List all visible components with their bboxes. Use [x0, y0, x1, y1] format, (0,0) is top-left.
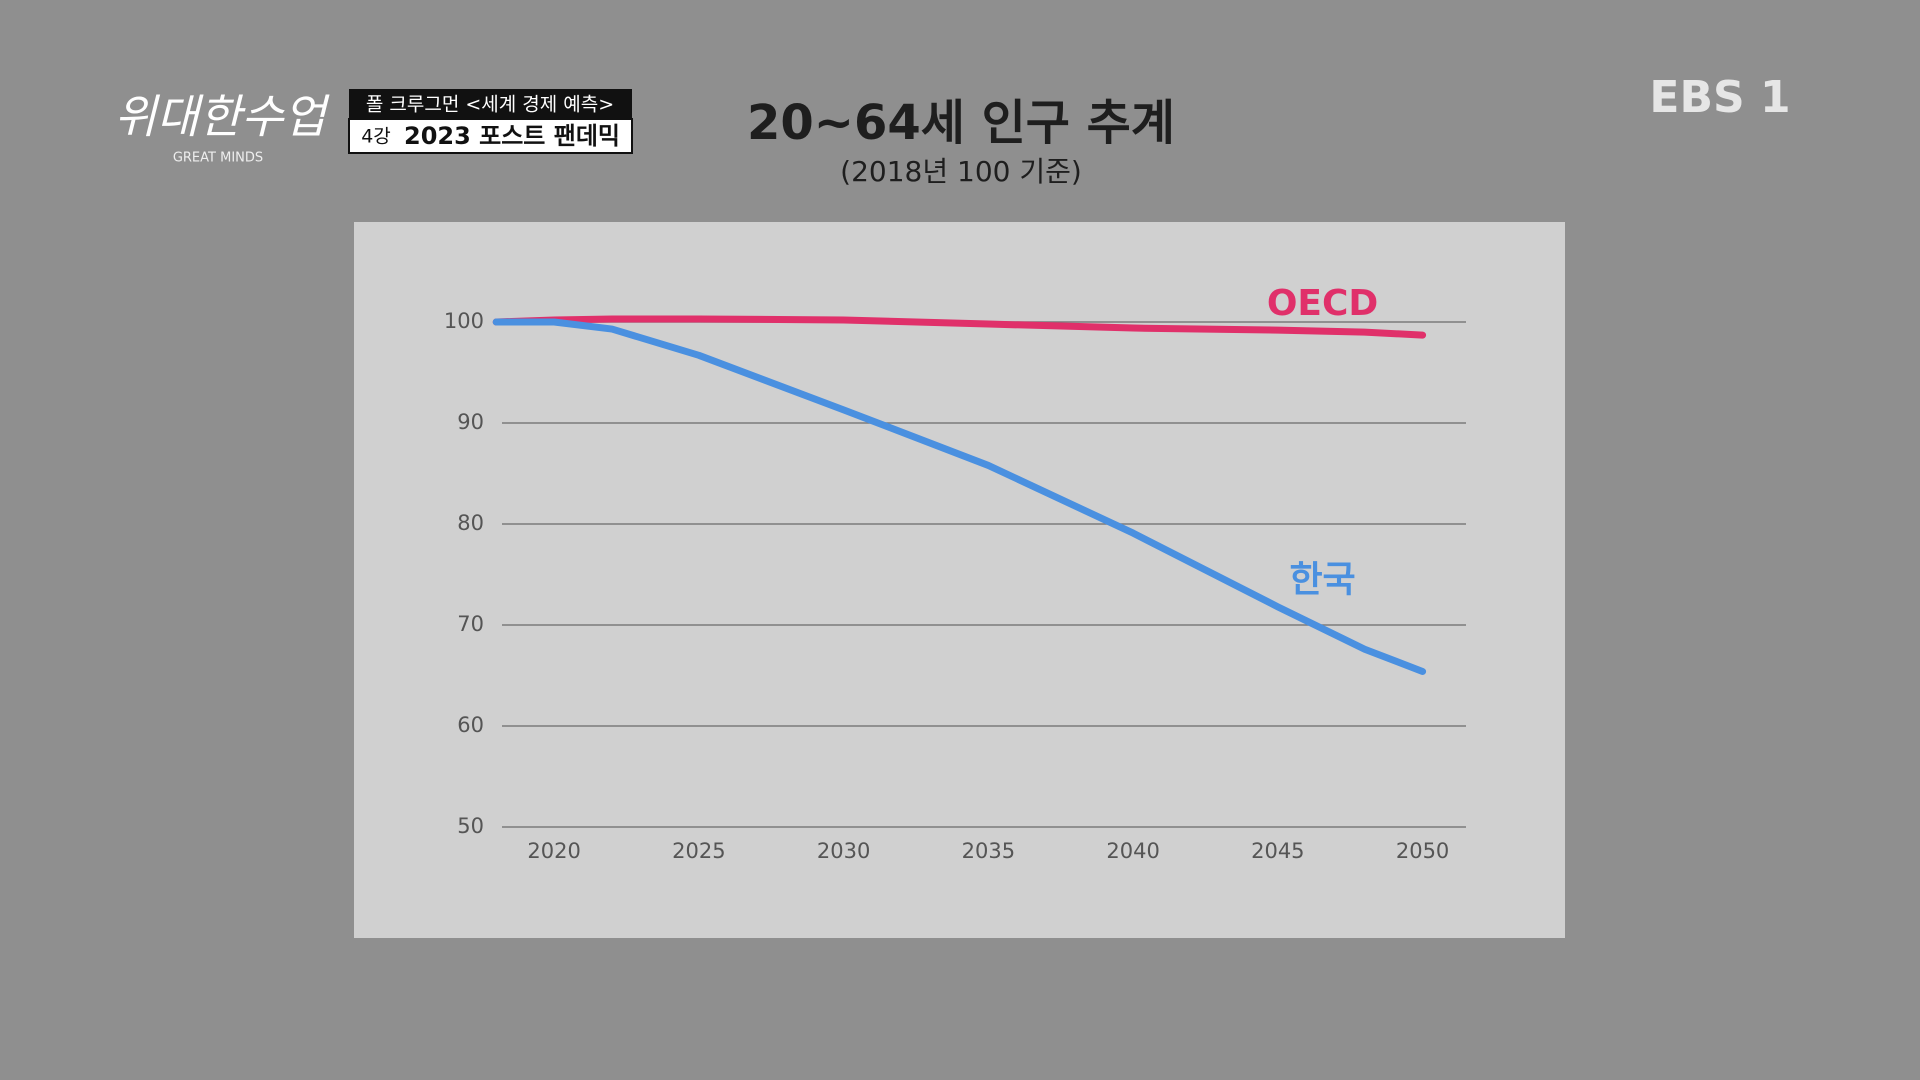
x-tick-label: 2050 [1396, 839, 1449, 863]
channel-logo: EBS 1 [1649, 72, 1790, 123]
x-tick-label: 2030 [817, 839, 870, 863]
x-tick-label: 2035 [962, 839, 1015, 863]
y-tick-label: 90 [457, 410, 484, 434]
show-logo-sub: GREAT MINDS [173, 151, 263, 166]
series-label: OECD [1267, 283, 1379, 324]
y-tick-label: 100 [444, 309, 484, 333]
x-tick-label: 2020 [527, 839, 580, 863]
y-tick-label: 70 [457, 612, 484, 636]
lecture-box [348, 118, 633, 154]
x-tick-label: 2025 [672, 839, 725, 863]
chart-title: 20~64세 인구 추계 [747, 95, 1175, 151]
y-tick-label: 60 [457, 713, 484, 737]
show-logo: 위대한수업 [114, 90, 330, 144]
y-tick-label: 80 [457, 511, 484, 535]
series-label: 한국 [1289, 559, 1355, 600]
chart-subtitle: (2018년 100 기준) [840, 155, 1082, 188]
series-line [492, 315, 1427, 339]
x-tick-label: 2045 [1251, 839, 1304, 863]
paper-card [354, 222, 1565, 938]
lecture-number: 4강 [361, 126, 391, 148]
program-box [349, 89, 632, 119]
y-tick-label: 50 [457, 814, 484, 838]
program-title: 폴 크루그먼 <세계 경제 예측> [366, 94, 614, 116]
series-line [492, 318, 1427, 675]
x-tick-label: 2040 [1106, 839, 1159, 863]
lecture-title: 2023 포스트 팬데믹 [404, 122, 620, 150]
